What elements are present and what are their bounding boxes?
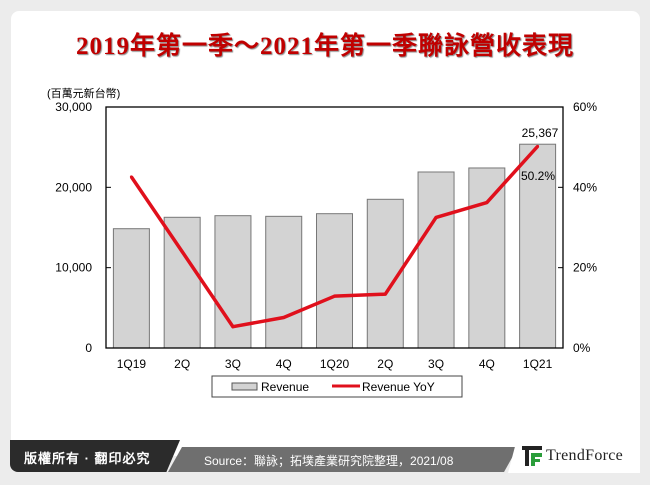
source-text: Source：聯詠；拓墣產業研究院整理，2021/08 <box>204 454 454 468</box>
legend-swatch-revenue <box>231 382 258 391</box>
unit-label: (百萬元新台幣) <box>47 86 120 100</box>
y-left-tick-label: 20,000 <box>55 180 92 194</box>
trendforce-logo: TrendForce <box>508 433 640 473</box>
yoy-point-4Q <box>485 201 489 205</box>
bar-1Q19 <box>112 228 150 349</box>
bar-4Q <box>265 215 303 349</box>
bar-1Q21 <box>519 143 557 349</box>
yoy-point-2Q <box>180 250 184 254</box>
x-tick-label: 1Q20 <box>320 357 350 371</box>
y-right-tick-label: 20% <box>573 261 597 275</box>
yoy-point-3Q <box>434 215 438 219</box>
y-left-tick-label: 10,000 <box>55 261 92 275</box>
bar-1Q20 <box>316 213 353 349</box>
bar-3Q <box>417 171 455 349</box>
annotation-revenue: 25,367 <box>522 126 559 140</box>
y-right-tick-label: 0% <box>573 341 591 355</box>
y-right-tick-label: 40% <box>573 180 597 194</box>
yoy-point-4Q <box>282 315 286 319</box>
legend-yoy: Revenue YoY <box>362 380 435 394</box>
yoy-point-1Q19 <box>129 175 133 179</box>
page-title: 2019年第一季～2021年第一季聯詠營收表現 <box>75 33 574 60</box>
x-tick-label: 3Q <box>428 357 444 371</box>
x-tick-label: 2Q <box>174 357 190 371</box>
y-right-tick-label: 60% <box>573 100 597 114</box>
x-tick-label: 2Q <box>377 357 393 371</box>
bar-2Q <box>163 216 201 349</box>
yoy-point-3Q <box>231 325 235 329</box>
copyright-bar: 版權所有 · 翻印必究 <box>10 440 180 472</box>
yoy-point-1Q20 <box>333 294 336 298</box>
annotation-yoy: 50.2% <box>521 169 555 183</box>
yoy-point-2Q <box>383 292 387 296</box>
bar-4Q <box>468 167 506 349</box>
legend-revenue: Revenue <box>261 380 309 394</box>
trendforce-logo-icon <box>522 446 542 466</box>
logo-text: TrendForce <box>546 447 624 464</box>
copyright-text: 版權所有 · 翻印必究 <box>24 451 151 466</box>
x-tick-label: 4Q <box>479 357 495 371</box>
yoy-point-1Q21 <box>536 144 540 148</box>
y-left-tick-label: 0 <box>85 341 92 355</box>
x-tick-label: 3Q <box>225 357 241 371</box>
plot-frame <box>105 106 564 349</box>
x-tick-label: 1Q19 <box>117 357 147 371</box>
x-tick-label: 4Q <box>276 357 292 371</box>
legend: Revenue Revenue YoY <box>211 375 463 398</box>
x-tick-label: 1Q21 <box>523 357 553 371</box>
y-left-tick-label: 30,000 <box>55 100 92 114</box>
source-bar: Source：聯詠；拓墣產業研究院整理，2021/08 <box>168 447 518 472</box>
